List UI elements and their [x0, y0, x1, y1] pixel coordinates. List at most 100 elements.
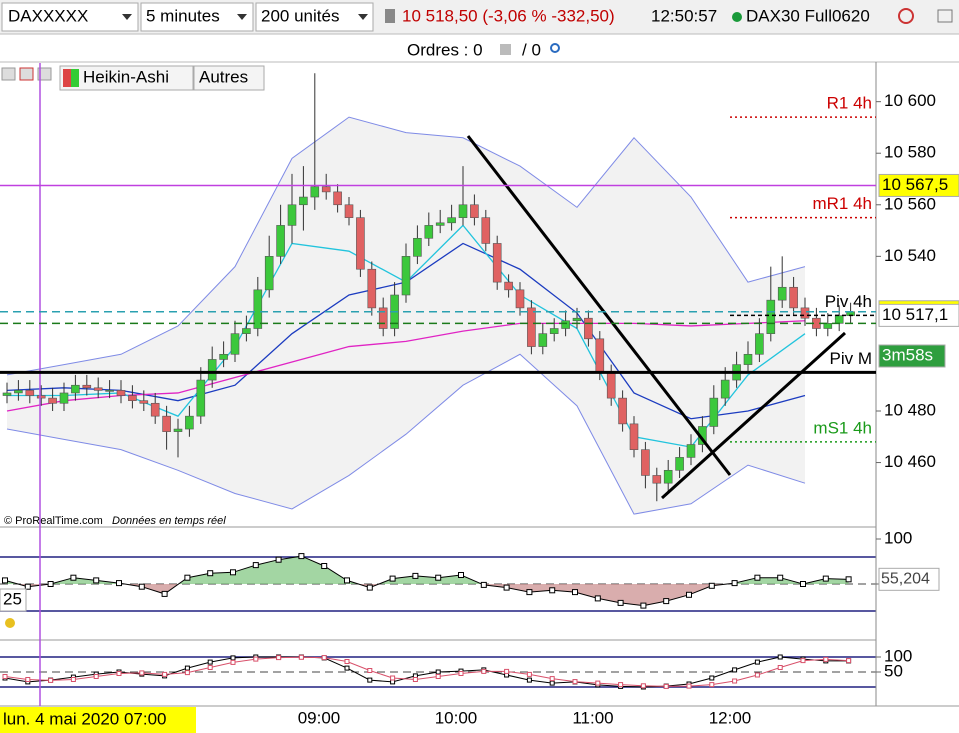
band-line [6, 353, 806, 515]
point [549, 587, 556, 594]
period-select[interactable] [140, 2, 254, 32]
point [253, 656, 259, 662]
orders-label: Ordres : 0 [407, 40, 483, 59]
gear-icon[interactable] [550, 43, 560, 53]
y-tick-label: 10 480 [884, 400, 936, 419]
candle-body [128, 395, 137, 401]
price-label: 10 517,1 [882, 305, 948, 324]
main-plot [2, 73, 855, 515]
point [70, 677, 76, 682]
period[interactable]: 5 minutes [146, 6, 220, 25]
point [252, 562, 259, 569]
quote: 10 518,50 (-3,06 % -332,50) [402, 6, 615, 25]
point [321, 563, 328, 569]
units[interactable]: 200 unités [261, 6, 339, 25]
point [276, 655, 282, 661]
level-name: R1 4h [827, 94, 872, 113]
point [116, 580, 122, 587]
tool-icon[interactable] [19, 67, 34, 81]
period: 25 [3, 589, 22, 608]
point [70, 574, 77, 581]
candle-body [527, 307, 536, 347]
candle-body [367, 268, 377, 309]
units-select[interactable] [255, 2, 374, 32]
point [344, 665, 350, 671]
candle-body [663, 469, 673, 484]
y-tick-label: 100 [884, 646, 912, 665]
caret [122, 14, 132, 20]
candle-body [584, 317, 593, 340]
candle-body [641, 449, 650, 476]
point [161, 590, 168, 597]
point [618, 682, 624, 688]
candle-body [378, 307, 388, 329]
candle-body [766, 299, 776, 334]
point [777, 574, 784, 581]
candle-body [561, 320, 570, 329]
level-name: mR1 4h [812, 194, 872, 213]
refresh-icon[interactable] [898, 8, 914, 24]
tool-icon[interactable] [37, 67, 52, 81]
candle-body [116, 390, 126, 396]
tool-icon[interactable] [1, 67, 16, 81]
candle-body [321, 186, 331, 193]
point [754, 574, 761, 581]
candle-body [800, 307, 810, 319]
style-button[interactable] [59, 65, 194, 91]
time-label: 09:00 [298, 708, 341, 727]
other[interactable]: Autres [199, 67, 248, 86]
candle-body [48, 397, 57, 404]
candle-body [834, 315, 844, 324]
point [366, 584, 373, 591]
point [435, 574, 442, 581]
point [275, 556, 282, 563]
point [344, 659, 350, 664]
point [139, 670, 145, 676]
point [138, 583, 145, 590]
candle-body [242, 328, 251, 334]
point [640, 683, 646, 689]
candle-body [470, 204, 479, 218]
icon [385, 9, 395, 23]
trendline [466, 135, 732, 476]
candle-body [36, 395, 46, 399]
point [116, 671, 122, 676]
point [800, 581, 806, 587]
y-tick-label: 10 600 [884, 91, 936, 110]
point [503, 584, 510, 591]
caret [237, 14, 247, 20]
chart-style[interactable]: Heikin-Ashi [83, 67, 169, 86]
candle-body [686, 444, 696, 458]
stochastic-line [4, 656, 849, 687]
candle-body [207, 359, 217, 381]
candle-body [71, 384, 80, 394]
point [93, 577, 100, 584]
candle-body [720, 379, 730, 399]
candle-body [823, 323, 833, 329]
candle-body [458, 204, 468, 218]
y-tick-label: 10 580 [884, 143, 936, 162]
point [686, 683, 692, 689]
other-button[interactable] [193, 65, 265, 91]
candle-body [344, 204, 354, 218]
point [321, 655, 327, 661]
point [230, 655, 236, 661]
point [480, 581, 487, 588]
candle-body [276, 225, 285, 257]
point [435, 674, 441, 679]
candle-body [595, 338, 605, 373]
candle-body [139, 400, 149, 404]
level-name: Piv M [830, 349, 873, 368]
candle-body [230, 333, 240, 355]
point [526, 671, 532, 677]
point [162, 671, 168, 677]
clock: 12:50:57 [651, 6, 717, 25]
point [435, 669, 441, 675]
candle-body [93, 387, 103, 391]
candle-body [606, 372, 616, 399]
point [686, 591, 692, 598]
candle-body [333, 191, 342, 206]
instrument-select[interactable] [1, 2, 139, 32]
instrument[interactable]: DAXXXXX [8, 6, 88, 25]
window-icon[interactable] [937, 9, 953, 23]
